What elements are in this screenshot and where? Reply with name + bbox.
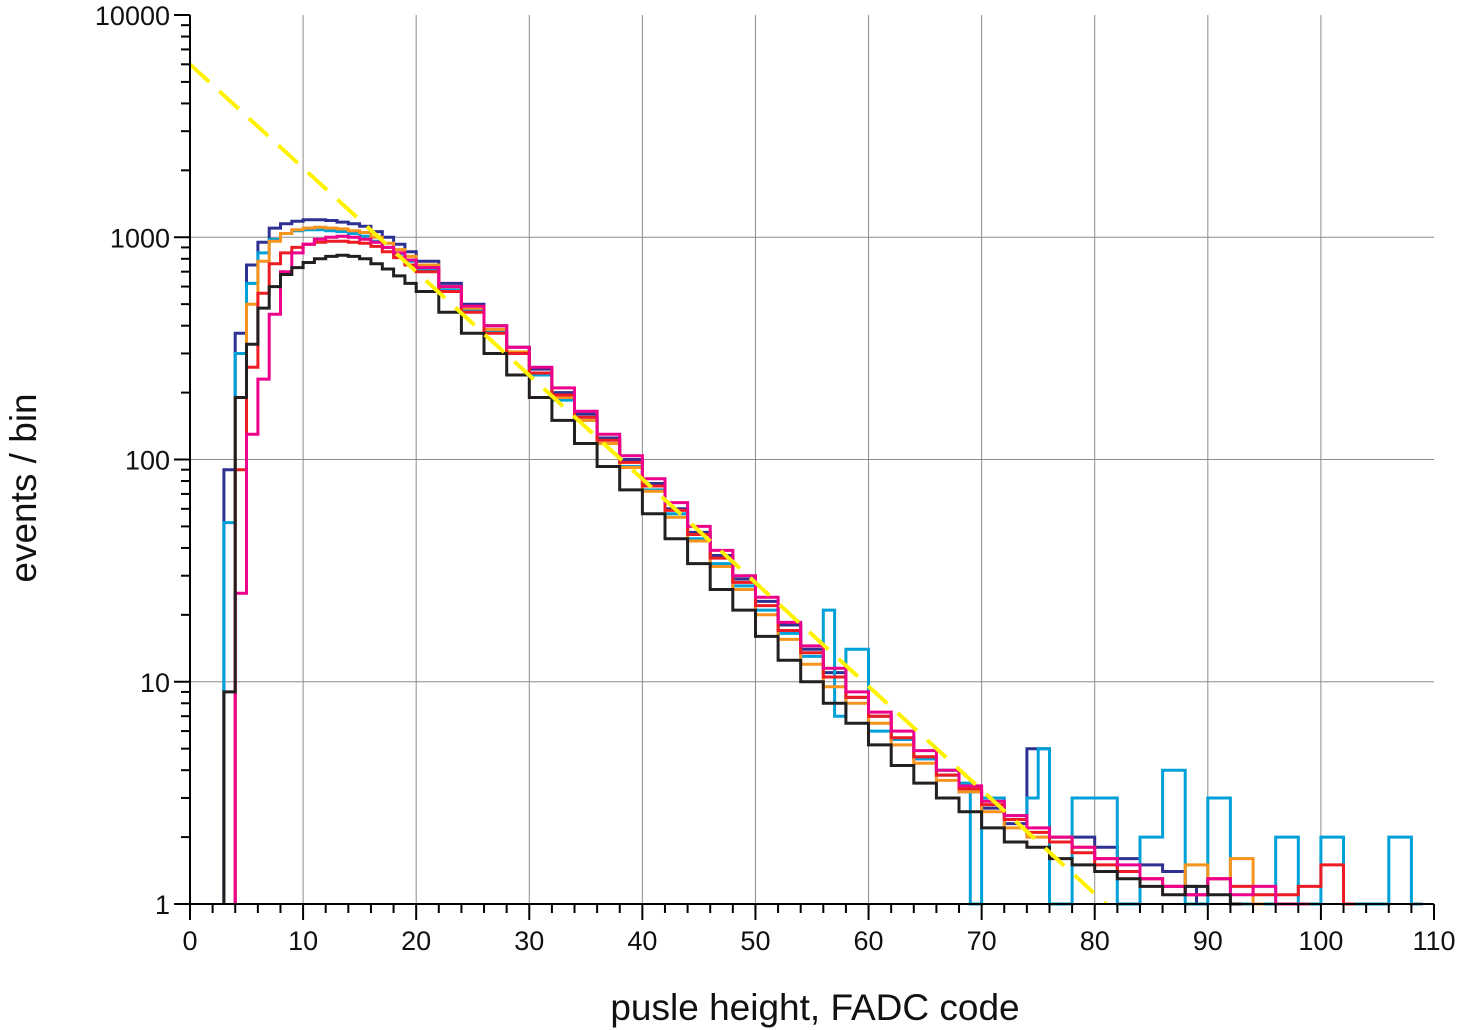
x-tick-label: 110 — [1412, 926, 1455, 956]
x-tick-label: 80 — [1080, 926, 1110, 956]
series-line-3 — [233, 225, 1265, 906]
y-tick-label: 10000 — [95, 1, 170, 31]
y-tick-label: 100 — [125, 446, 170, 476]
axis-ticks — [174, 14, 1435, 920]
y-axis-title: events / bin — [3, 393, 44, 582]
x-tick-label: 10 — [288, 926, 318, 956]
series-group — [188, 62, 1423, 906]
series-line-2 — [222, 228, 1423, 906]
y-tick-label: 10 — [140, 668, 170, 698]
series-line-4 — [233, 239, 1355, 906]
x-tick-label: 50 — [740, 926, 770, 956]
fit-line — [188, 62, 1108, 906]
y-tick-label: 1000 — [110, 223, 170, 253]
x-tick-label: 60 — [854, 926, 884, 956]
x-tick-label: 20 — [401, 926, 431, 956]
x-tick-label: 70 — [967, 926, 997, 956]
series-line-5 — [233, 234, 1310, 906]
y-tick-label: 1 — [155, 890, 170, 920]
grid-lines — [190, 15, 1434, 904]
x-tick-label: 30 — [514, 926, 544, 956]
series-line-6 — [222, 253, 1242, 906]
x-axis-title: pusle height, FADC code — [610, 987, 1019, 1028]
x-tick-label: 90 — [1193, 926, 1223, 956]
x-tick-label: 100 — [1298, 926, 1343, 956]
x-tick-label: 40 — [627, 926, 657, 956]
x-tick-label: 0 — [182, 926, 197, 956]
